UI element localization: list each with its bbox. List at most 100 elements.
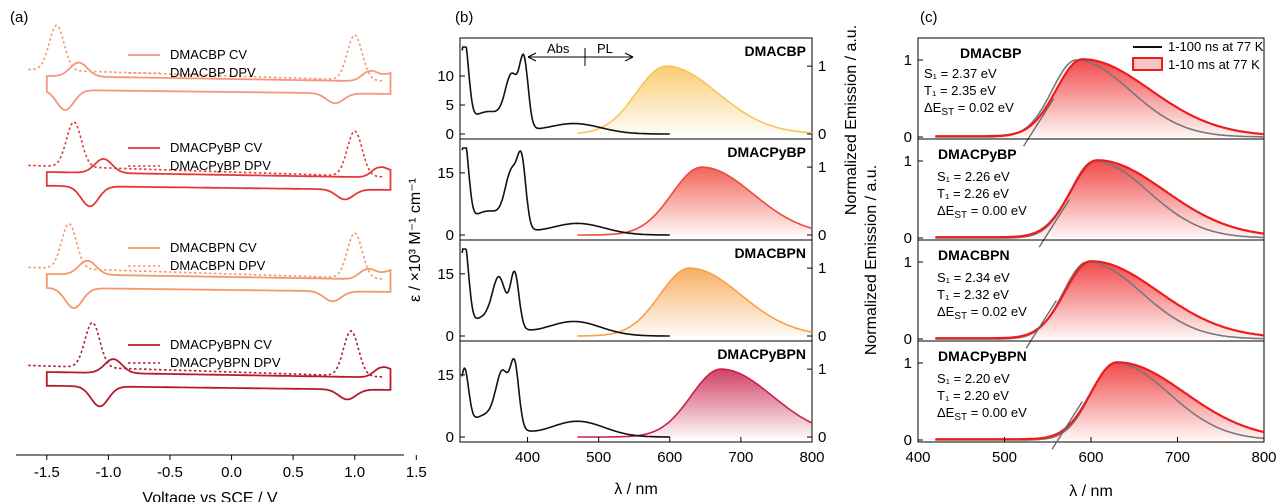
x-tick-label-c: 400 (905, 449, 930, 466)
y-tick-label-left: 15 (437, 165, 454, 182)
abs-curve-DMACBPN (461, 248, 670, 337)
legend-label-phos: 1-10 ms at 77 K (1168, 57, 1260, 72)
dEST-label: ΔEST = 0.00 eV (937, 405, 1027, 423)
legend-label-dpv: DMACBP DPV (170, 65, 256, 80)
y-tick-label-right: 0 (818, 429, 826, 446)
y-tick-label-right: 0 (818, 328, 826, 345)
phos-fill-DMACPyBP (935, 160, 1264, 238)
x-tick-label-b: 700 (728, 449, 753, 466)
S1-label: S₁ = 2.34 eV (937, 270, 1010, 285)
pl-fill-DMACBPN (577, 268, 812, 336)
y-tick-label-c: 1 (904, 254, 912, 271)
panel-label-a: (a) (10, 9, 28, 26)
y-tick-label-left: 15 (437, 266, 454, 283)
abs-curve-DMACPyBPN (461, 357, 670, 438)
x-tick-label-b: 800 (799, 449, 824, 466)
phos-fill-DMACPyBPN (935, 362, 1264, 440)
T1-label: T₁ = 2.20 eV (937, 388, 1009, 403)
pl-curve-DMACPyBP (577, 166, 813, 236)
phos-curve-DMACPyBP (935, 159, 1265, 239)
legend-label-cv: DMACPyBPN CV (170, 337, 272, 352)
S1-label: S₁ = 2.20 eV (937, 371, 1010, 386)
T1-label: T₁ = 2.35 eV (924, 83, 996, 98)
abs-label: Abs (547, 41, 570, 56)
dpv-curve-DMACBPN (28, 222, 385, 280)
y-axis-label-right-b2: Normalized Emission / a.u. (863, 165, 880, 355)
legend-label-dpv: DMACPyBP DPV (170, 158, 271, 173)
x-axis-label-b: λ / nm (614, 481, 658, 498)
x-tick-label-b: 600 (657, 449, 682, 466)
x-tick-label-c: 800 (1251, 449, 1276, 466)
y-tick-label-left: 0 (446, 227, 454, 244)
abs-curve-DMACBP (461, 46, 670, 135)
y-tick-label-c: 0 (904, 432, 912, 449)
pl-label: PL (597, 41, 613, 56)
y-axis-label-left-b: ε / ×10³ M⁻¹ cm⁻¹ (407, 178, 424, 302)
dpv-curve-DMACPyBPN (28, 321, 385, 378)
subpanel-title-b: DMACPyBP (727, 144, 806, 160)
legend-swatch-phos (1132, 57, 1163, 71)
legend-label-cv: DMACBP CV (170, 47, 247, 62)
T1-label: T₁ = 2.26 eV (937, 186, 1009, 201)
x-tick-label-a: -1.5 (34, 464, 60, 481)
y-tick-label-right: 0 (818, 227, 826, 244)
pl-curve-DMACPyBPN (577, 368, 813, 438)
x-axis-label-a: Voltage vs SCE / V (142, 490, 278, 502)
dEST-label: ΔEST = 0.02 eV (924, 100, 1014, 118)
S1-label: S₁ = 2.26 eV (937, 169, 1010, 184)
x-tick-label-c: 600 (1078, 449, 1103, 466)
onset-line (1025, 300, 1057, 349)
legend-label-dpv: DMACPyBPN DPV (170, 355, 281, 370)
x-axis-label-c: λ / nm (1069, 483, 1113, 500)
legend-label-cv: DMACBPN CV (170, 240, 257, 255)
onset-line (1022, 98, 1055, 147)
subpanel-title-c: DMACPyBPN (938, 348, 1027, 364)
x-tick-label-c: 700 (1165, 449, 1190, 466)
y-tick-label-right: 1 (818, 58, 826, 75)
phos-fill-DMACBPN (935, 261, 1264, 339)
y-tick-label-left: 5 (446, 97, 454, 114)
pl-fill-DMACBP (577, 66, 812, 134)
x-tick-label-a: 0.0 (221, 464, 242, 481)
y-tick-label-c: 0 (904, 230, 912, 247)
y-tick-label-c: 1 (904, 153, 912, 170)
x-tick-label-a: 1.5 (406, 464, 427, 481)
onset-line (1051, 401, 1083, 450)
legend-label-fluor: 1-100 ns at 77 K (1168, 39, 1264, 54)
cv-curve-DMACBPN (45, 259, 392, 310)
y-tick-label-c: 1 (904, 355, 912, 372)
panel-c: (c) 0 1 DMACBP S₁ = 2.37 eV T₁ = 2.35 eV ΔEST … (904, 9, 1277, 500)
panel-a: (a) -1.5 -1.0 -0.5 0.0 0.5 1.0 1.5 Voltage vs SC… (10, 9, 427, 502)
y-tick-label-right: 1 (818, 260, 826, 277)
x-tick-label-a: -1.0 (95, 464, 121, 481)
panel-b: (b)051001DMACBP01501DMACPyBP01501DMACBPN… (407, 9, 880, 498)
subpanel-title-b: DMACBP (745, 43, 806, 59)
dEST-label: ΔEST = 0.02 eV (937, 304, 1027, 322)
x-tick-label-a: -0.5 (157, 464, 183, 481)
subpanel-title-c: DMACPyBP (938, 146, 1017, 162)
y-tick-label-left: 0 (446, 429, 454, 446)
y-axis-label-right-b: Normalized Emission / a.u. (843, 25, 860, 215)
dpv-curve-DMACBP (28, 24, 385, 82)
x-tick-label-b: 500 (586, 449, 611, 466)
y-tick-label-c: 0 (904, 331, 912, 348)
T1-label: T₁ = 2.32 eV (937, 287, 1009, 302)
legend-label-dpv: DMACBPN DPV (170, 258, 266, 273)
y-tick-label-left: 0 (446, 328, 454, 345)
dpv-curve-DMACPyBP (28, 121, 385, 178)
subpanel-title-c: DMACBP (960, 45, 1021, 61)
pl-curve-DMACBP (577, 65, 813, 134)
phos-curve-DMACBPN (935, 260, 1265, 340)
subpanel-title-b: DMACBPN (734, 245, 806, 261)
pl-fill-DMACPyBP (577, 167, 812, 235)
dEST-label: ΔEST = 0.00 eV (937, 203, 1027, 221)
abs-curve-DMACPyBP (461, 147, 670, 236)
y-tick-label-c: 1 (904, 52, 912, 69)
x-tick-label-a: 1.0 (344, 464, 365, 481)
x-tick-label-c: 500 (992, 449, 1017, 466)
phos-curve-DMACPyBPN (935, 361, 1265, 441)
phos-curve-DMACBP (935, 58, 1265, 138)
panel-label-b: (b) (455, 9, 473, 26)
pl-fill-DMACPyBPN (577, 369, 812, 437)
arrow-heads (527, 52, 634, 62)
